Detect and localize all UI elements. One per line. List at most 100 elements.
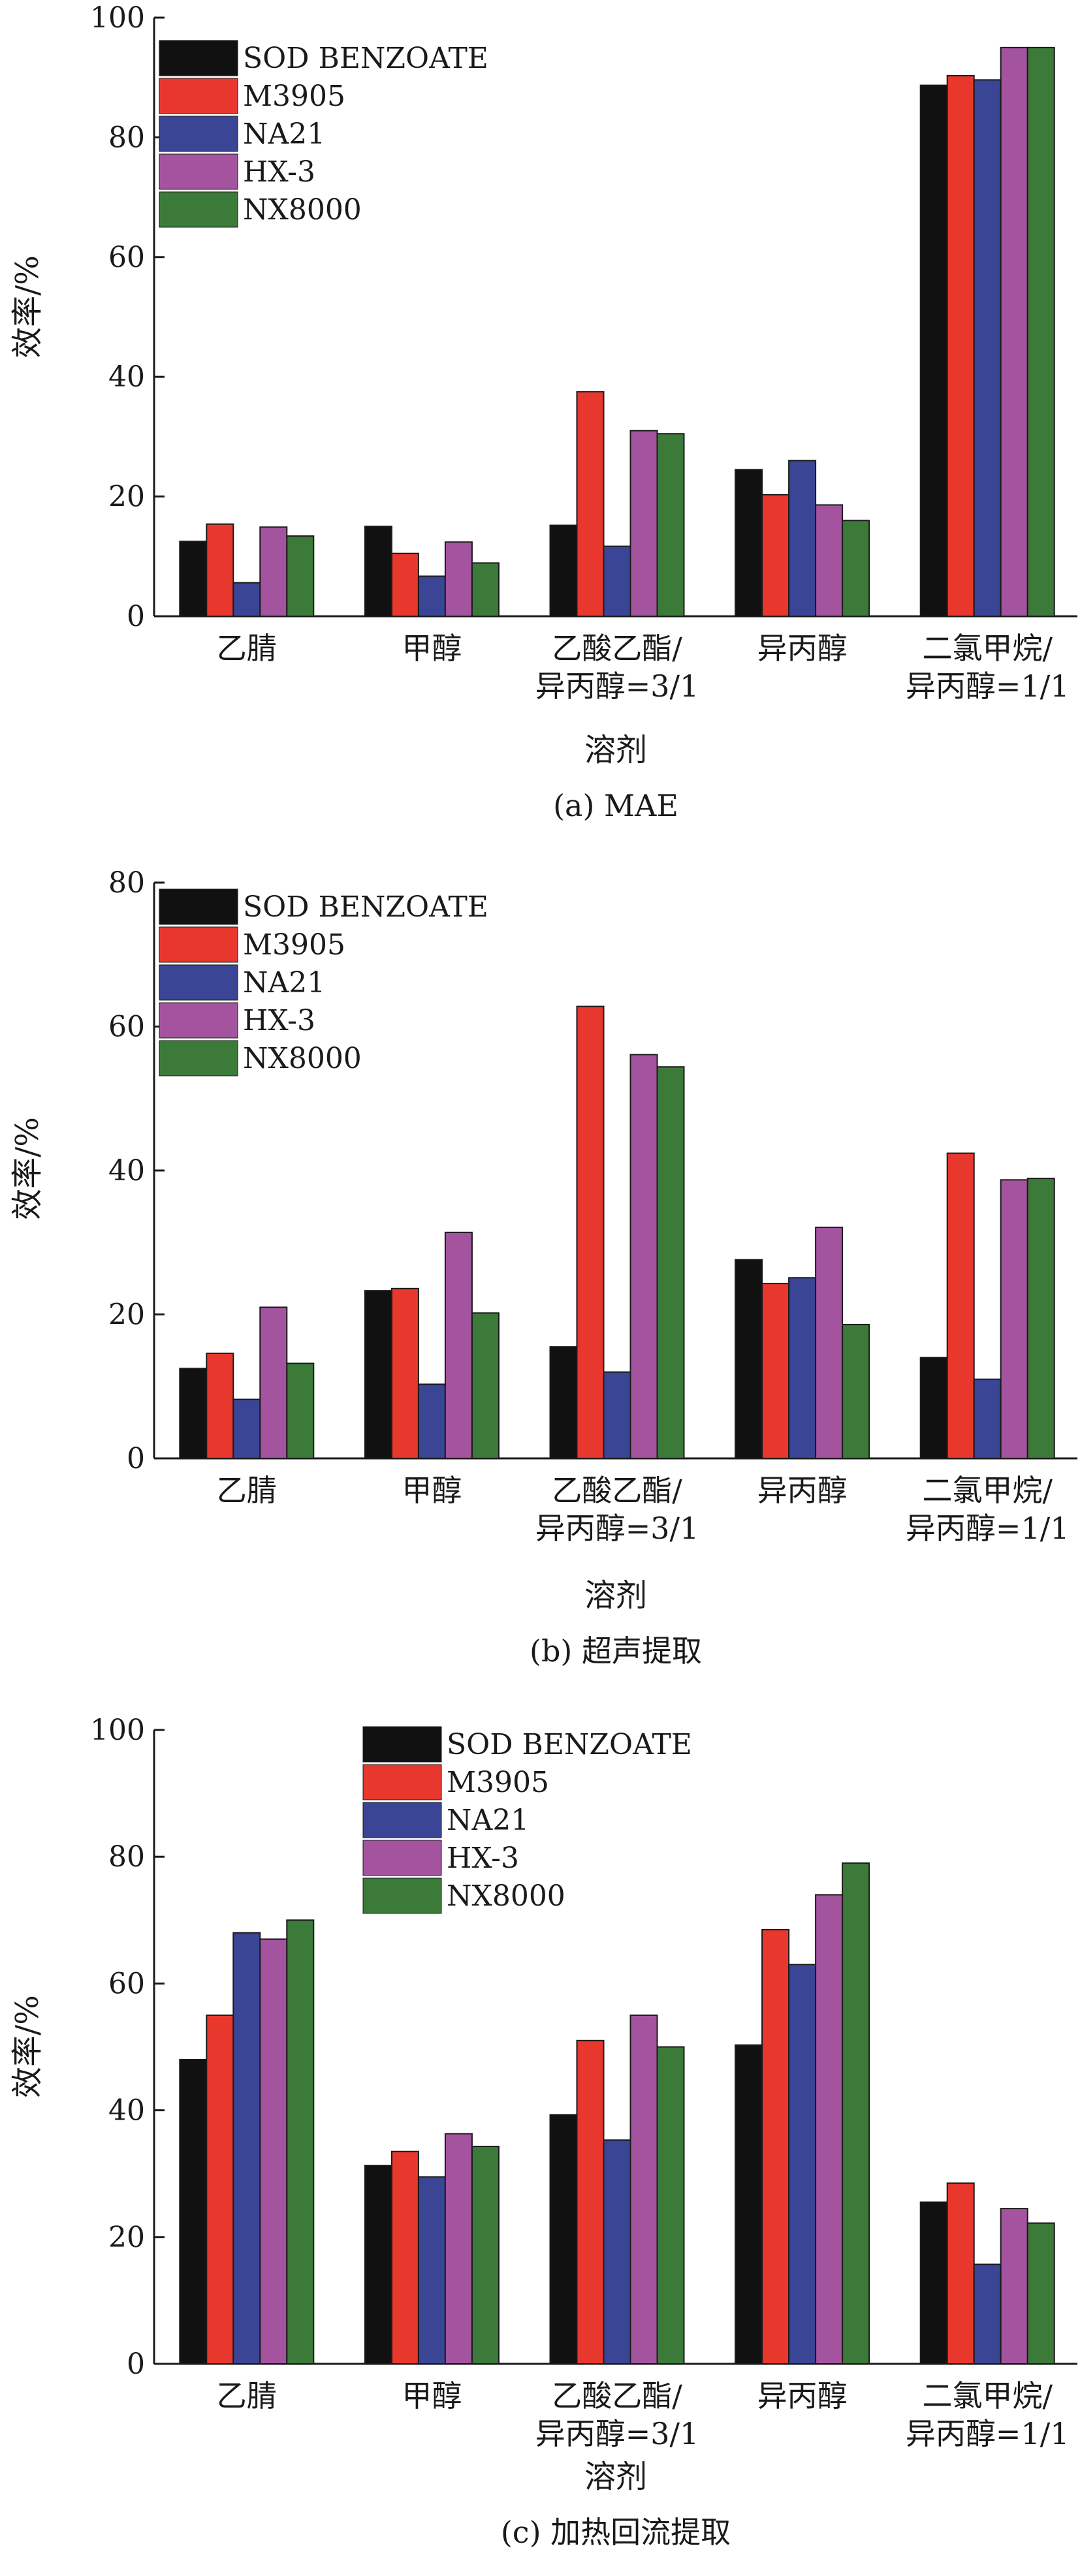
- panel-b-legend-label: HX-3: [243, 1004, 315, 1037]
- panel-b-bar-nx8000-0: [286, 1362, 315, 1459]
- panel-c-bar-m3905-2: [576, 2039, 605, 2365]
- panel-a-legend-swatch: [159, 191, 238, 228]
- panel-a-legend-label: NX8000: [243, 193, 362, 227]
- panel-b-legend-label: M3905: [243, 928, 345, 962]
- panel-a-legend-label: M3905: [243, 80, 345, 113]
- panel-a-bar-na21-4: [973, 79, 1002, 618]
- panel-a-category-labels: 乙腈 甲醇 乙酸乙酯/异丙醇=3/1 异丙醇 二氯甲烷/异丙醇=1/1: [217, 631, 1070, 704]
- panel-c-y-ticks: 0 20 40 60 80 100: [90, 1714, 165, 2381]
- panel-b-bar-nx8000-3: [842, 1323, 870, 1460]
- panel-a-bars: [179, 46, 1055, 618]
- panel-b-legend-swatch: [159, 1040, 238, 1076]
- panel-c-legend-label: NA21: [447, 1804, 529, 1837]
- panel-c-category-labels: 乙腈 甲醇 乙酸乙酯/异丙醇=3/1 异丙醇 二氯甲烷/异丙醇=1/1: [217, 2378, 1070, 2451]
- panel-a-bar-hx-3-2: [629, 430, 658, 617]
- panel-c-bars: [179, 1862, 1055, 2365]
- panel-b-bar-nx8000-2: [656, 1066, 685, 1459]
- panel-a: 0 20 40 60 80 100 乙腈 甲醇 乙酸乙酯/异丙醇=3/1 异丙醇 二氯甲烷/异丙醇…: [9, 1, 1077, 823]
- panel-b-category-label: 异丙醇: [757, 1473, 848, 1508]
- panel-a-y-ticks: 0 20 40 60 80 100: [90, 1, 165, 633]
- panel-c-bar-na21-1: [417, 2176, 446, 2364]
- panel-c-legend-label: NX8000: [447, 1879, 565, 1913]
- panel-b-bar-na21-4: [973, 1378, 1002, 1460]
- panel-a-y-tick-label: 0: [127, 600, 145, 633]
- panel-a-legend-swatch: [159, 40, 238, 76]
- panel-b-category-labels: 乙腈 甲醇 乙酸乙酯/异丙醇=3/1 异丙醇 二氯甲烷/异丙醇=1/1: [217, 1473, 1070, 1546]
- panel-b-bar-m3905-0: [206, 1353, 234, 1459]
- panel-a-y-tick-label: 20: [108, 480, 145, 514]
- panel-c-bar-na21-4: [973, 2263, 1002, 2364]
- panel-b-bar-hx-3-1: [444, 1231, 473, 1459]
- panel-a-bar-sod-benzoate-4: [919, 84, 948, 618]
- panel-c-y-tick-label: 80: [108, 1840, 145, 1874]
- panel-c-category-label: 乙腈: [217, 2378, 277, 2413]
- panel-a-y-tick-label: 100: [90, 1, 145, 35]
- panel-a-legend-swatch: [159, 153, 238, 190]
- panel-c-bar-sod-benzoate-1: [364, 2165, 392, 2364]
- panel-c-bar-nx8000-2: [656, 2046, 685, 2364]
- panel-b-caption: (b) 超声提取: [530, 1633, 702, 1669]
- panel-a-category-label: 甲醇: [402, 631, 462, 666]
- panel-c-y-tick-label: 20: [108, 2221, 145, 2254]
- panel-a-bar-na21-3: [788, 460, 817, 618]
- panel-c-bar-m3905-3: [761, 1928, 790, 2364]
- panel-b-y-tick-label: 80: [108, 866, 145, 900]
- panel-b-bar-sod-benzoate-2: [549, 1346, 578, 1460]
- panel-b-legend-swatch: [159, 888, 238, 925]
- panel-c-bar-nx8000-1: [471, 2145, 500, 2365]
- panel-b-legend-label: SOD BENZOATE: [243, 890, 488, 924]
- panel-a-bar-na21-2: [603, 545, 631, 617]
- panel-b-bar-m3905-3: [761, 1283, 790, 1460]
- panel-b-bar-m3905-2: [576, 1005, 605, 1459]
- panel-b-bar-na21-1: [417, 1383, 446, 1459]
- panel-b-category-label: 乙腈: [217, 1473, 277, 1508]
- panel-a-bar-nx8000-1: [471, 562, 500, 618]
- panel-c-bar-hx-3-2: [629, 2014, 658, 2364]
- panel-a-bar-nx8000-3: [842, 520, 870, 618]
- panel-c-bar-sod-benzoate-4: [919, 2201, 948, 2365]
- panel-b-legend-swatch: [159, 926, 238, 963]
- panel-a-category-label: 异丙醇: [757, 631, 848, 666]
- panel-b-category-label: 乙酸乙酯/异丙醇=3/1: [535, 1473, 699, 1546]
- panel-c-legend-label: M3905: [447, 1766, 549, 1799]
- panel-b-bar-nx8000-1: [471, 1312, 500, 1460]
- panel-b-legend-swatch: [159, 964, 238, 1001]
- panel-a-bar-hx-3-3: [815, 504, 844, 617]
- panel-b-y-tick-label: 20: [108, 1298, 145, 1332]
- panel-c-x-axis-title: 溶剂: [584, 2458, 647, 2495]
- panel-c-bar-nx8000-3: [842, 1862, 870, 2364]
- panel-c-bar-hx-3-0: [259, 1938, 288, 2364]
- panel-b-bar-na21-2: [603, 1371, 631, 1459]
- panel-a-legend: SOD BENZOATE M3905 NA21 HX-3 NX8000: [159, 40, 488, 228]
- panel-a-bar-m3905-3: [761, 494, 790, 617]
- panel-b-y-tick-label: 0: [127, 1442, 145, 1475]
- panel-b-bars: [179, 1005, 1055, 1460]
- panel-c-legend-swatch: [362, 1877, 442, 1914]
- panel-a-y-tick-label: 40: [108, 360, 145, 394]
- panel-b-category-label: 甲醇: [402, 1473, 462, 1508]
- panel-a-bar-sod-benzoate-1: [364, 526, 392, 618]
- panel-a-legend-swatch: [159, 116, 238, 152]
- panel-b-bar-hx-3-4: [1000, 1179, 1028, 1460]
- panel-a-bar-m3905-2: [576, 391, 605, 617]
- panel-b-y-axis-title: 效率/%: [9, 1117, 46, 1220]
- panel-c-bar-sod-benzoate-2: [549, 2114, 578, 2364]
- panel-c-legend-label: HX-3: [447, 1842, 519, 1875]
- panel-b-bar-hx-3-0: [259, 1306, 288, 1459]
- panel-c-category-label: 甲醇: [402, 2378, 462, 2413]
- panel-c-y-tick-label: 60: [108, 1967, 145, 2000]
- panel-c-legend-swatch: [362, 1802, 442, 1838]
- panel-b-x-axis-title: 溶剂: [584, 1577, 647, 1614]
- panel-c-caption: (c) 加热回流提取: [501, 2515, 731, 2550]
- panel-a-category-label: 乙酸乙酯/异丙醇=3/1: [535, 631, 699, 704]
- panel-b-y-ticks: 0 20 40 60 80: [108, 866, 165, 1475]
- panel-c-y-tick-label: 0: [127, 2348, 145, 2381]
- panel-a-legend-label: HX-3: [243, 155, 315, 189]
- panel-c-y-tick-label: 100: [90, 1714, 145, 1747]
- panel-b-y-tick-label: 60: [108, 1011, 145, 1044]
- panel-b-legend: SOD BENZOATE M3905 NA21 HX-3 NX8000: [159, 888, 488, 1076]
- panel-a-bar-nx8000-4: [1026, 46, 1055, 618]
- panel-a-legend-label: NA21: [243, 118, 325, 151]
- panel-b: 0 20 40 60 80 乙腈 甲醇 乙酸乙酯/异丙醇=3/1 异丙醇 二氯甲烷/异丙醇=1/…: [9, 866, 1077, 1669]
